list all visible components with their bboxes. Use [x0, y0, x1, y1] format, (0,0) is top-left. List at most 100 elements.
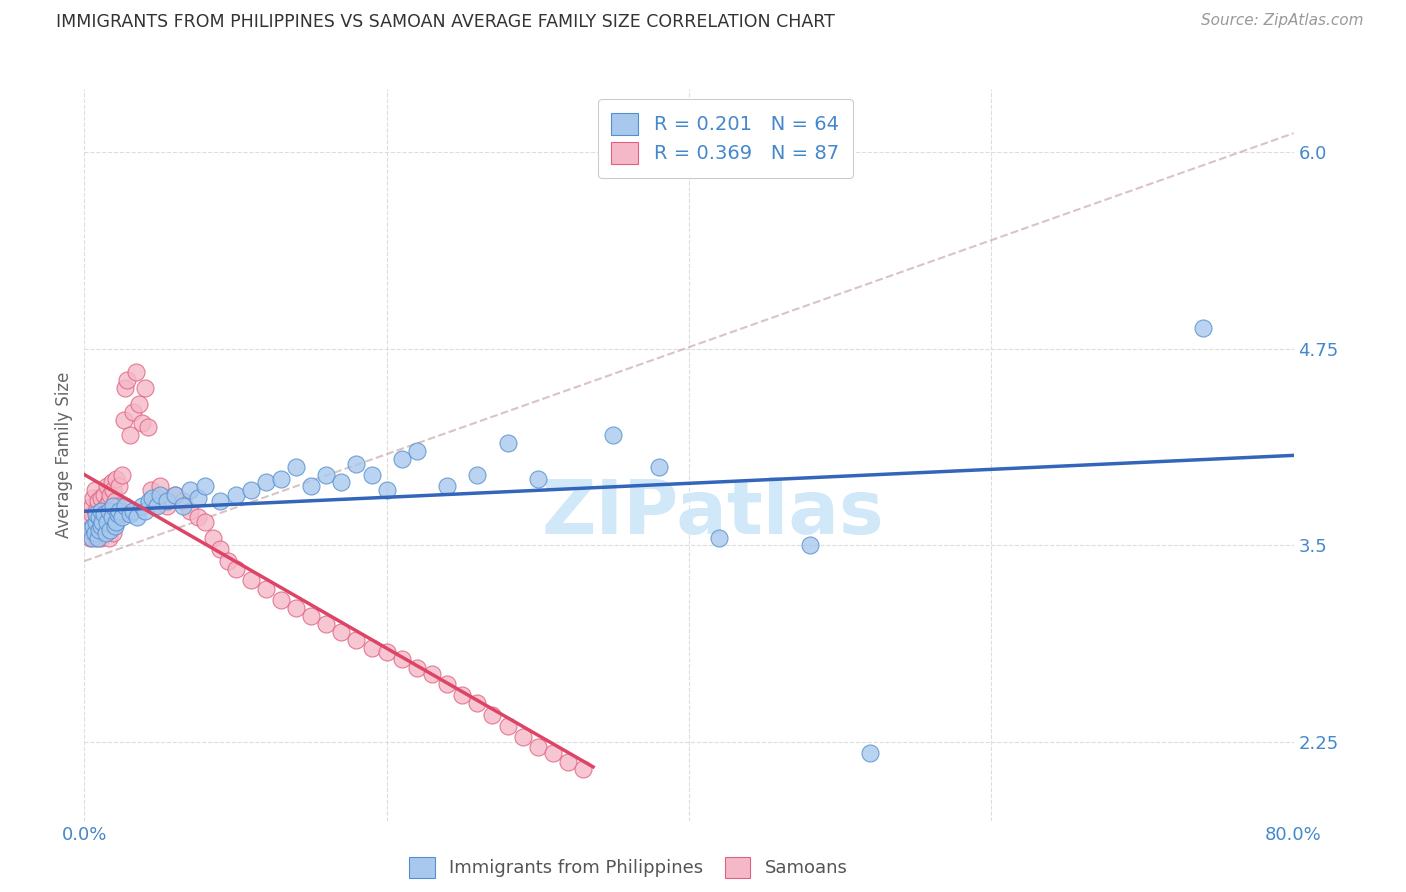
Point — [107, 507, 129, 521]
Point — [187, 491, 209, 505]
Point — [80, 507, 103, 521]
Point — [100, 519, 122, 533]
Point — [87, 531, 110, 545]
Point — [131, 499, 153, 513]
Point — [105, 515, 128, 529]
Point — [512, 731, 534, 745]
Point — [105, 472, 128, 486]
Point — [406, 444, 429, 458]
Point — [330, 624, 353, 639]
Point — [90, 504, 112, 518]
Point — [391, 451, 413, 466]
Point — [108, 504, 131, 518]
Point — [121, 504, 143, 518]
Point — [467, 467, 489, 482]
Point — [138, 494, 160, 508]
Point — [98, 510, 121, 524]
Point — [179, 504, 201, 518]
Point — [602, 428, 624, 442]
Point — [391, 651, 413, 665]
Point — [239, 483, 262, 498]
Point — [94, 525, 117, 540]
Point — [112, 412, 135, 426]
Point — [209, 494, 232, 508]
Point — [375, 645, 398, 659]
Point — [104, 515, 127, 529]
Point — [90, 491, 112, 505]
Point — [149, 488, 172, 502]
Point — [128, 397, 150, 411]
Point — [82, 525, 104, 540]
Point — [79, 531, 101, 545]
Point — [94, 499, 117, 513]
Point — [96, 515, 118, 529]
Point — [91, 504, 114, 518]
Point — [541, 746, 564, 760]
Point — [270, 472, 292, 486]
Point — [360, 640, 382, 655]
Point — [108, 478, 131, 492]
Point — [163, 488, 186, 502]
Point — [201, 531, 224, 545]
Point — [209, 541, 232, 556]
Point — [346, 632, 368, 647]
Point — [709, 531, 731, 545]
Point — [101, 525, 124, 540]
Point — [98, 488, 121, 502]
Point — [299, 609, 322, 624]
Point — [90, 519, 112, 533]
Point — [97, 504, 120, 518]
Point — [270, 593, 292, 607]
Point — [100, 475, 122, 490]
Point — [284, 459, 308, 474]
Point — [217, 554, 239, 568]
Point — [89, 510, 111, 524]
Point — [93, 525, 115, 540]
Point — [526, 472, 548, 486]
Point — [86, 515, 108, 529]
Point — [420, 667, 443, 681]
Point — [77, 515, 100, 529]
Point — [80, 531, 103, 545]
Point — [86, 507, 108, 521]
Point — [436, 677, 458, 691]
Point — [799, 538, 821, 552]
Point — [481, 708, 503, 723]
Point — [104, 519, 127, 533]
Text: IMMIGRANTS FROM PHILIPPINES VS SAMOAN AVERAGE FAMILY SIZE CORRELATION CHART: IMMIGRANTS FROM PHILIPPINES VS SAMOAN AV… — [56, 13, 835, 31]
Point — [100, 510, 122, 524]
Point — [149, 478, 172, 492]
Point — [451, 688, 474, 702]
Point — [156, 499, 179, 513]
Point — [284, 601, 308, 615]
Point — [346, 457, 368, 471]
Point — [496, 719, 519, 733]
Point — [139, 483, 162, 498]
Point — [91, 519, 114, 533]
Point — [89, 525, 111, 540]
Point — [557, 756, 579, 770]
Point — [84, 525, 107, 540]
Point — [89, 523, 111, 537]
Point — [77, 523, 100, 537]
Point — [82, 519, 104, 533]
Point — [93, 507, 115, 521]
Point — [315, 467, 337, 482]
Point — [225, 488, 247, 502]
Text: ZIPatlas: ZIPatlas — [541, 477, 884, 550]
Point — [82, 491, 104, 505]
Point — [134, 381, 156, 395]
Point — [647, 459, 671, 474]
Point — [526, 739, 548, 754]
Point — [1191, 321, 1213, 335]
Point — [375, 483, 398, 498]
Point — [467, 696, 489, 710]
Point — [142, 499, 165, 513]
Point — [86, 531, 108, 545]
Point — [225, 562, 247, 576]
Point — [134, 504, 156, 518]
Point — [239, 573, 262, 587]
Point — [87, 494, 110, 508]
Point — [114, 499, 136, 513]
Point — [859, 746, 882, 760]
